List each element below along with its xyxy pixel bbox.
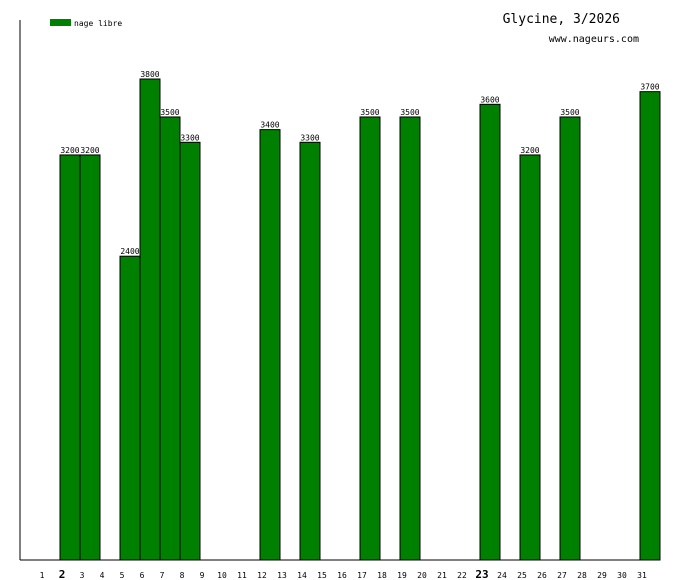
x-tick-label: 8	[180, 571, 185, 580]
bar	[59, 154, 81, 561]
x-tick-label: 6	[140, 571, 145, 580]
bar-value-label: 3500	[360, 108, 379, 117]
bar	[139, 78, 161, 561]
x-tick-label: 26	[537, 571, 547, 580]
x-tick-label: 17	[357, 571, 367, 580]
x-tick-label: 12	[257, 571, 267, 580]
x-tick-label: 30	[617, 571, 627, 580]
x-tick-label: 19	[397, 571, 407, 580]
x-tick-label: 29	[597, 571, 607, 580]
bar	[559, 116, 581, 561]
bar	[79, 154, 101, 561]
bar-value-label: 3800	[140, 70, 159, 79]
bar-value-label: 3500	[160, 108, 179, 117]
bar	[299, 141, 321, 561]
bar-value-label: 3500	[560, 108, 579, 117]
x-tick-label: 7	[160, 571, 165, 580]
bar-value-label: 3600	[480, 95, 499, 104]
bar	[159, 116, 181, 561]
x-tick-label: 1	[40, 571, 45, 580]
x-tick-label: 3	[80, 571, 85, 580]
legend: nage libre	[50, 19, 122, 28]
x-tick-label: 25	[517, 571, 527, 580]
bar	[119, 255, 141, 561]
bar-value-label: 3300	[180, 133, 199, 142]
bars-group	[59, 78, 661, 561]
x-tick-labels-group: 1 2 3 4 5 6 7 8 9 10 11 12 13 14 15 16 17 18 19 20 21 22 23 24 2…	[40, 568, 647, 580]
bar	[179, 141, 201, 561]
x-tick-label: 2	[59, 568, 66, 580]
x-tick-label: 13	[277, 571, 287, 580]
bar	[479, 103, 501, 561]
bar-value-label: 3200	[520, 146, 539, 155]
x-tick-label: 24	[497, 571, 507, 580]
x-tick-label: 27	[557, 571, 567, 580]
x-tick-label: 15	[317, 571, 327, 580]
bar-value-label: 3300	[300, 133, 319, 142]
x-tick-label: 4	[100, 571, 105, 580]
bar-value-label: 3700	[640, 83, 659, 92]
bar	[399, 116, 421, 561]
bar	[359, 116, 381, 561]
site-url: www.nageurs.com	[549, 34, 639, 45]
x-tick-label: 10	[217, 571, 227, 580]
x-tick-label: 22	[457, 571, 467, 580]
x-tick-label: 28	[577, 571, 587, 580]
x-tick-label: 5	[120, 571, 125, 580]
bar-value-label: 3500	[400, 108, 419, 117]
x-tick-label: 14	[297, 571, 307, 580]
x-tick-label: 20	[417, 571, 427, 580]
x-tick-label: 21	[437, 571, 447, 580]
bar-value-label: 2400	[120, 247, 139, 256]
x-tick-label: 11	[237, 571, 247, 580]
x-tick-label: 9	[200, 571, 205, 580]
bar-value-label: 3200	[80, 146, 99, 155]
chart-title: Glycine, 3/2026	[503, 12, 620, 27]
bar-value-label: 3400	[260, 121, 279, 130]
bar	[519, 154, 541, 561]
legend-label: nage libre	[74, 19, 122, 28]
x-tick-label: 31	[637, 571, 647, 580]
bar-value-label: 3200	[60, 146, 79, 155]
bar	[639, 91, 661, 561]
bar	[259, 129, 281, 561]
x-tick-label: 16	[337, 571, 347, 580]
x-tick-label: 18	[377, 571, 387, 580]
legend-swatch	[50, 19, 71, 26]
x-tick-label: 23	[475, 568, 488, 580]
